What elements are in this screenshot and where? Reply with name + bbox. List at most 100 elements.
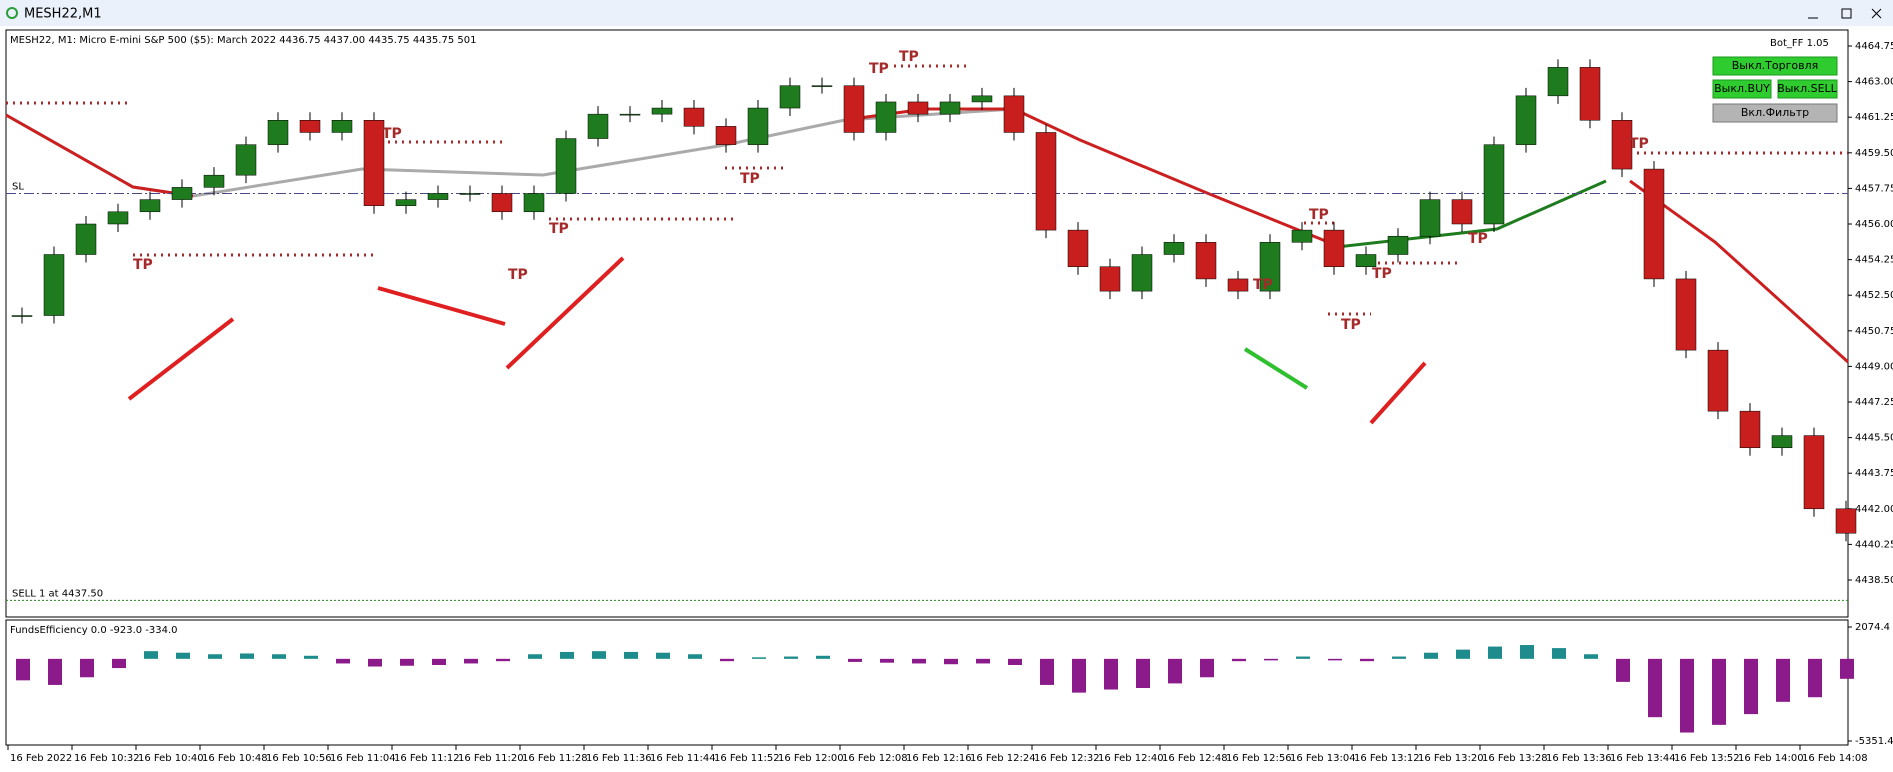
time-tick-label: 16 Feb 13:04 bbox=[1290, 753, 1356, 764]
indicator-bar bbox=[1360, 658, 1374, 662]
indicator-bar bbox=[336, 658, 350, 664]
tp-label: TP bbox=[1253, 277, 1273, 293]
indicator-bar bbox=[1744, 658, 1758, 715]
candle bbox=[651, 107, 673, 115]
button-label: Выкл.SELL bbox=[1777, 82, 1837, 95]
time-tick-label: 16 Feb 13:44 bbox=[1610, 753, 1676, 764]
price-tick-label: 4447.25 bbox=[1855, 397, 1893, 408]
indicator-bar bbox=[1776, 658, 1790, 702]
indicator-bar bbox=[816, 655, 830, 659]
time-tick-label: 16 Feb 2022 bbox=[10, 753, 72, 764]
indicator-bar bbox=[400, 658, 414, 666]
time-tick-label: 16 Feb 11:44 bbox=[650, 753, 716, 764]
sell-toggle-button[interactable] bbox=[1777, 79, 1838, 99]
moving-average bbox=[1327, 179, 1607, 250]
candle bbox=[1195, 242, 1217, 280]
time-tick-label: 16 Feb 12:56 bbox=[1226, 753, 1292, 764]
candle bbox=[1003, 95, 1025, 133]
time-tick-label: 16 Feb 14:08 bbox=[1802, 753, 1868, 764]
indicator-bar bbox=[1456, 649, 1470, 659]
price-tick-label: 4461.25 bbox=[1855, 112, 1893, 123]
time-tick-label: 16 Feb 11:20 bbox=[458, 753, 524, 764]
time-tick-label: 16 Feb 13:20 bbox=[1418, 753, 1484, 764]
candle bbox=[1771, 435, 1793, 449]
indicator-bar bbox=[1264, 658, 1278, 661]
indicator-panel bbox=[5, 619, 1849, 746]
indicator-bar bbox=[944, 658, 958, 665]
candle bbox=[395, 199, 417, 206]
indicator-bar bbox=[1392, 656, 1406, 659]
candle bbox=[1451, 199, 1473, 225]
price-tick-label: 4445.50 bbox=[1855, 433, 1893, 444]
candle bbox=[331, 120, 353, 133]
time-tick-label: 16 Feb 11:52 bbox=[714, 753, 780, 764]
price-tick-label: 4438.50 bbox=[1855, 575, 1893, 586]
time-tick-label: 16 Feb 13:52 bbox=[1674, 753, 1740, 764]
candle bbox=[1387, 235, 1409, 255]
candle bbox=[1419, 199, 1441, 237]
bot-name: Bot_FF 1.05 bbox=[1770, 38, 1829, 49]
tp-label: TP bbox=[133, 257, 153, 273]
price-tick-label: 4440.25 bbox=[1855, 539, 1893, 550]
indicator-bar bbox=[1488, 646, 1502, 659]
candle bbox=[1227, 278, 1249, 292]
indicator-bar bbox=[1072, 658, 1086, 693]
indicator-bar bbox=[240, 653, 254, 659]
indicator-bar bbox=[464, 658, 478, 664]
time-tick-label: 16 Feb 12:08 bbox=[842, 753, 908, 764]
time-tick-label: 16 Feb 12:48 bbox=[1162, 753, 1228, 764]
price-tick-label: 4452.50 bbox=[1855, 290, 1893, 301]
tp-label: TP bbox=[508, 267, 528, 283]
candle bbox=[843, 85, 865, 133]
indicator-bar bbox=[1552, 648, 1566, 659]
time-tick-label: 16 Feb 12:40 bbox=[1098, 753, 1164, 764]
indicator-bar bbox=[368, 658, 382, 667]
price-tick-label: 4463.00 bbox=[1855, 77, 1893, 88]
indicator-bar bbox=[112, 658, 126, 669]
price-tick-label: 4449.00 bbox=[1855, 361, 1893, 372]
app-icon bbox=[6, 7, 18, 19]
candle bbox=[1035, 132, 1057, 231]
price-tick-label: 4464.75 bbox=[1855, 41, 1893, 52]
indicator-bar bbox=[304, 655, 318, 659]
button-label: Выкл.Торговля bbox=[1732, 59, 1818, 72]
candle bbox=[779, 85, 801, 109]
candle bbox=[523, 193, 545, 213]
candle bbox=[907, 101, 929, 115]
time-tick-label: 16 Feb 14:00 bbox=[1738, 753, 1804, 764]
indicator-bar bbox=[1840, 658, 1854, 679]
chart-info: MESH22, M1: Micro E-mini S&P 500 ($5): M… bbox=[10, 35, 476, 46]
time-tick-label: 16 Feb 11:36 bbox=[586, 753, 652, 764]
candle bbox=[459, 193, 481, 195]
indicator-bar bbox=[208, 654, 222, 659]
candle bbox=[427, 193, 449, 200]
indicator-bar bbox=[176, 652, 190, 659]
price-tick-label: 4443.75 bbox=[1855, 468, 1893, 479]
candle bbox=[1291, 229, 1313, 243]
time-tick-label: 16 Feb 12:00 bbox=[778, 753, 844, 764]
price-tick-label: 4459.50 bbox=[1855, 148, 1893, 159]
indicator-bar bbox=[80, 658, 94, 678]
trading-toggle-button[interactable] bbox=[1712, 56, 1838, 76]
button-label: Выкл.BUY bbox=[1714, 82, 1770, 95]
candle bbox=[587, 113, 609, 139]
sl-label: SL bbox=[12, 181, 24, 192]
buy-toggle-button[interactable] bbox=[1712, 79, 1772, 99]
candle bbox=[43, 254, 65, 316]
candle bbox=[1483, 144, 1505, 225]
close-button[interactable] bbox=[1871, 8, 1882, 19]
filter-toggle-button[interactable] bbox=[1712, 103, 1838, 123]
indicator-bar bbox=[1584, 654, 1598, 659]
candle bbox=[139, 199, 161, 213]
candle bbox=[971, 95, 993, 103]
maximize-button[interactable] bbox=[1841, 8, 1852, 19]
candle bbox=[555, 138, 577, 194]
candle bbox=[1099, 266, 1121, 292]
tp-label: TP bbox=[869, 61, 889, 77]
indicator-bar bbox=[1040, 658, 1054, 685]
candle bbox=[1515, 95, 1537, 145]
indicator-bar bbox=[1136, 658, 1150, 689]
indicator-bar bbox=[560, 651, 574, 659]
